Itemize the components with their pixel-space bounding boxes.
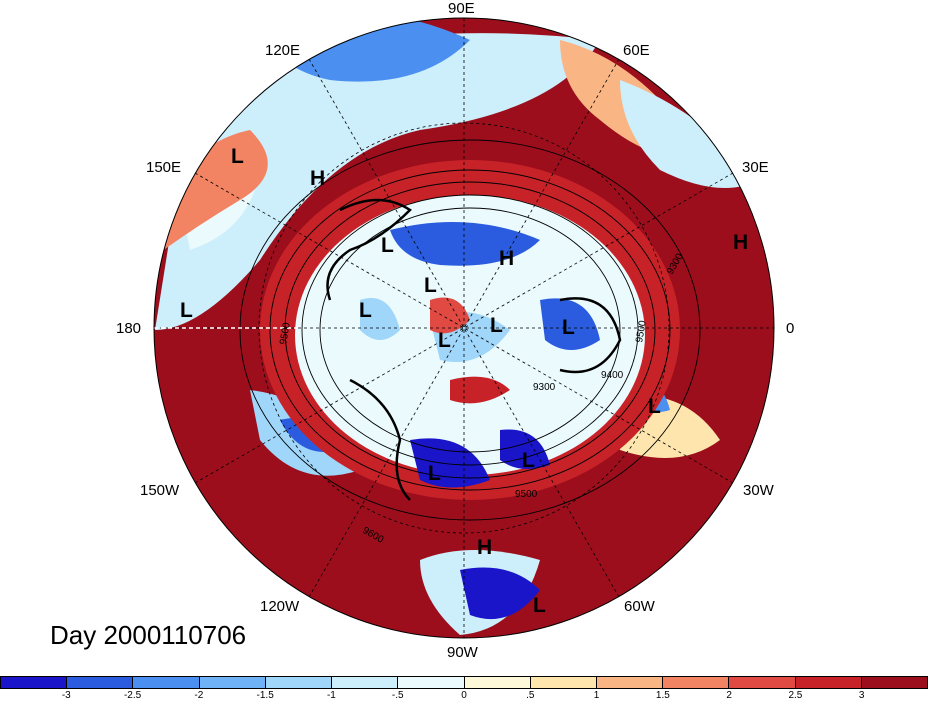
colorbar-tick-label: 2.5 (788, 690, 803, 701)
contour-label: 9500 (515, 489, 538, 500)
colorbar-swatch (729, 677, 796, 688)
colorbar-tick-label: .5 (526, 690, 535, 701)
low-pressure-marker: L (359, 299, 372, 322)
lon-label-30e: 30E (742, 159, 769, 176)
colorbar-tick-label: -1.5 (256, 690, 274, 701)
colorbar-swatch (663, 677, 730, 688)
colorbar-swatch (530, 677, 597, 688)
contour-label: 9300 (533, 382, 556, 393)
contour-label: 9500 (278, 321, 293, 345)
colorbar-swatch (596, 677, 664, 688)
lon-label-150w: 150W (140, 482, 180, 499)
colorbar-swatch (1, 677, 68, 688)
colorbar-swatch (133, 677, 200, 688)
polar-map: 9500 9300 9400 9500 9600 9500 9300 (153, 17, 775, 639)
colorbar-tick-label: 1 (593, 690, 600, 701)
colorbar-tick-label: -2.5 (123, 690, 142, 701)
contour-label: 9500 (634, 319, 649, 343)
lon-label-150e: 150E (146, 159, 182, 176)
low-pressure-marker: L (381, 234, 394, 257)
low-pressure-marker: L (522, 449, 535, 472)
low-pressure-marker: L (490, 314, 503, 337)
colorbar-tick-label: 2 (726, 690, 732, 701)
colorbar-tick-label: -2 (194, 690, 204, 701)
low-pressure-marker: L (180, 299, 193, 322)
colorbar-swatch (398, 677, 465, 688)
lon-label-120w: 120W (260, 598, 300, 615)
colorbar-tick-label: -1 (326, 690, 336, 701)
colorbar-tick-label: 3 (858, 690, 865, 701)
colorbar-tick-label: 0 (461, 690, 467, 701)
lon-label-30w: 30W (743, 482, 774, 499)
lon-label-180: 180 (116, 320, 142, 337)
high-pressure-marker: H (733, 231, 749, 254)
map-title: Day 2000110706 (50, 620, 247, 650)
low-pressure-marker: L (438, 329, 451, 352)
low-pressure-marker: L (562, 316, 575, 339)
map-boundary (153, 17, 775, 639)
colorbar-swatch (464, 677, 531, 688)
high-pressure-marker: H (499, 247, 515, 270)
colorbar-tick-label: -.5 (391, 690, 404, 701)
lon-label-120e: 120E (265, 42, 301, 59)
colorbar-swatch (795, 677, 862, 688)
lon-label-0: 0 (786, 320, 795, 337)
colorbar-swatch (199, 677, 266, 688)
low-pressure-marker: L (648, 395, 661, 418)
lon-label-90e: 90E (448, 0, 475, 17)
colorbar-tick-label: -3 (61, 690, 71, 701)
colorbar-swatch (265, 677, 333, 688)
colorbar-swatch (67, 677, 134, 688)
lon-label-60e: 60E (623, 42, 650, 59)
low-pressure-marker: L (428, 462, 441, 485)
lon-label-90w: 90W (447, 644, 478, 661)
high-pressure-marker: H (310, 167, 326, 190)
high-pressure-marker: H (477, 536, 493, 559)
colorbar-swatch (861, 677, 928, 688)
anomaly-field (154, 18, 774, 638)
contour-label: 9400 (601, 370, 624, 381)
lon-label-60w: 60W (624, 598, 655, 615)
colorbar-tick-label: 1.5 (655, 690, 670, 701)
colorbar-swatch (332, 677, 399, 688)
colorbar (0, 676, 928, 689)
low-pressure-marker: L (533, 594, 546, 617)
low-pressure-marker: L (424, 274, 437, 297)
low-pressure-marker: L (231, 145, 244, 168)
